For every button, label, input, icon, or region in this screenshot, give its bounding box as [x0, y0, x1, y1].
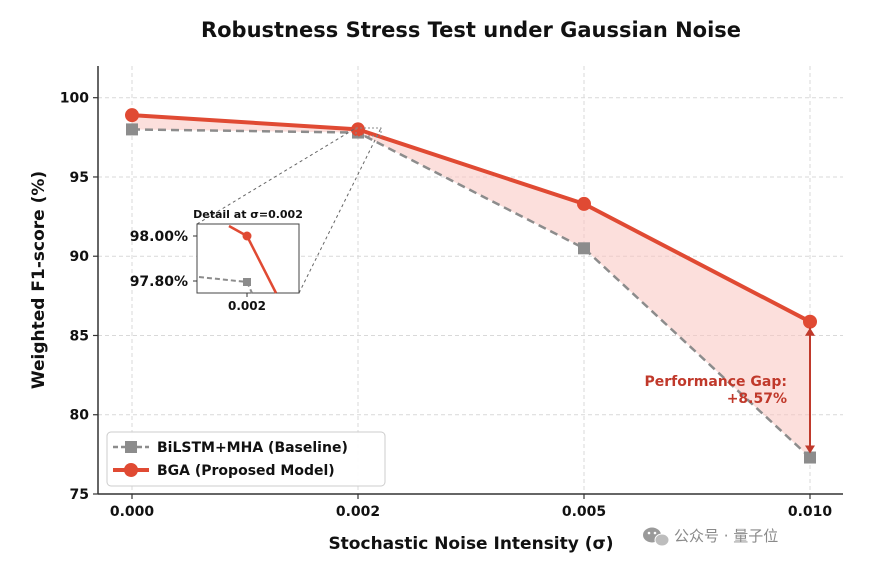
y-tick-label-100: 100	[60, 91, 89, 107]
inset-x-tick-label: 0.002	[228, 299, 266, 313]
gap-arrow-head-bottom	[805, 445, 815, 454]
series-baseline-point-0	[126, 123, 138, 136]
series-bga-line	[131, 113, 811, 324]
legend-frame	[106, 431, 386, 487]
inset-y-label-1: 98.00%	[130, 229, 188, 245]
x-tick-label-1: 0.002	[336, 504, 380, 520]
x-tick-label-3: 0.010	[788, 504, 833, 520]
y-tick-label-95: 95	[70, 170, 89, 186]
inset-y-label-2: 97.80%	[130, 274, 188, 290]
gap-annotation-line2: +8.57%	[727, 391, 787, 407]
inset-title: Detail at σ=0.002	[193, 208, 303, 221]
series-bga-point-0	[125, 108, 139, 123]
x-tick-label-0: 0.000	[110, 504, 155, 520]
legend-baseline-marker	[125, 441, 137, 453]
y-tick-label-80: 80	[70, 408, 90, 424]
gap-arrow-head-top	[805, 327, 815, 336]
inset-connector-bottom	[298, 127, 382, 294]
legend-item-bga: BGA (Proposed Model)	[113, 463, 335, 479]
legend-item-baseline: BiLSTM+MHA (Baseline)	[113, 440, 348, 456]
series-baseline-line	[131, 128, 811, 459]
legend-bga-label: BGA (Proposed Model)	[157, 463, 335, 479]
watermark: 公众号 · 量子位	[643, 527, 778, 547]
inset-bga-line-out	[245, 235, 278, 294]
series-baseline-point-3	[804, 451, 816, 464]
inset-zoom: Detail at σ=0.002 98.00% 97.80% 0.002	[130, 127, 382, 313]
gap-annotation: Performance Gap: +8.57%	[644, 327, 815, 454]
y-axis-label: Weighted F1-score (%)	[29, 171, 49, 389]
x-tick-label-2: 0.005	[562, 504, 606, 520]
series-bga-point-2	[577, 196, 591, 211]
series-bga-point-1	[351, 122, 365, 137]
gap-fill-layer	[132, 115, 810, 458]
inset-source-box	[355, 127, 382, 137]
watermark-text: 公众号 · 量子位	[674, 527, 778, 545]
tick-layer: 75 80 85 90 95 100 0.000 0.002 0.005 0.010	[60, 91, 833, 520]
legend: BiLSTM+MHA (Baseline) BGA (Proposed Mode…	[106, 431, 386, 487]
series-bga-point-3	[803, 314, 817, 329]
inset-bga-marker	[242, 231, 252, 241]
y-tick-label-75: 75	[70, 487, 89, 503]
series-baseline-point-2	[578, 242, 590, 255]
gap-fill-area	[132, 115, 810, 458]
inset-connector-top	[196, 127, 357, 225]
inset-baseline-marker	[243, 278, 251, 286]
gap-annotation-line1: Performance Gap:	[644, 374, 787, 390]
series-layer	[125, 108, 817, 464]
x-axis-label: Stochastic Noise Intensity (σ)	[328, 534, 613, 554]
wechat-icon	[643, 527, 670, 547]
legend-bga-marker	[124, 463, 138, 477]
chart-title: Robustness Stress Test under Gaussian No…	[201, 18, 741, 42]
inset-baseline-line	[198, 276, 248, 283]
y-tick-label-85: 85	[70, 328, 89, 344]
y-tick-label-90: 90	[70, 249, 90, 265]
legend-baseline-label: BiLSTM+MHA (Baseline)	[157, 440, 348, 456]
